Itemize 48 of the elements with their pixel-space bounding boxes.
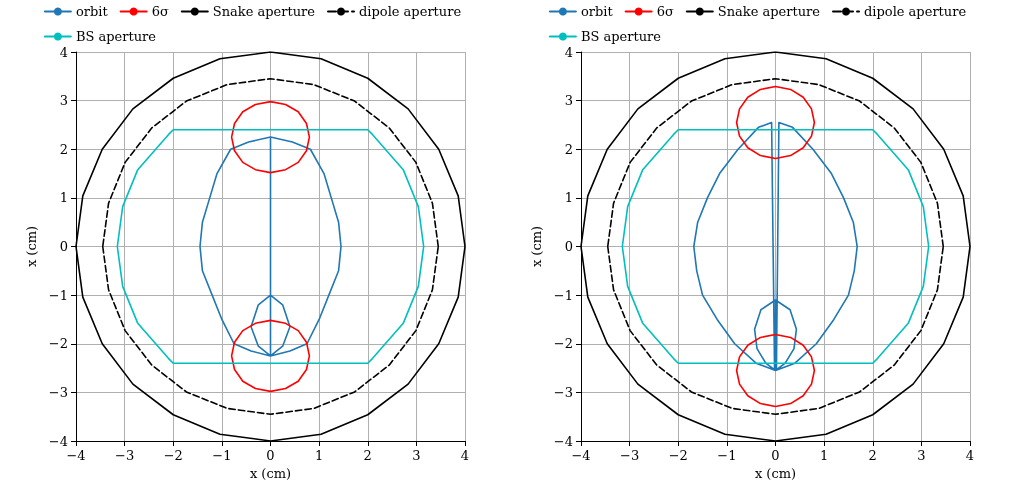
y-tick-label: 3 (59, 93, 68, 109)
y-axis-title: x (cm) (23, 225, 39, 268)
y-axis-title: x (cm) (528, 225, 544, 268)
legend-label: orbit (75, 4, 109, 19)
y-tick-label: 2 (564, 141, 573, 157)
x-tick-label: −2 (163, 448, 183, 463)
y-tick-label: 3 (564, 93, 573, 109)
x-tick-label: −1 (717, 448, 737, 463)
y-tick-label: −2 (48, 336, 68, 352)
x-tick-label: 1 (314, 448, 324, 463)
y-tick-label: −3 (48, 384, 68, 400)
y-tick-label: −4 (553, 433, 573, 449)
y-tick-label: −1 (553, 287, 573, 303)
legend-label: dipole aperture (359, 4, 462, 19)
x-tick-label: 2 (363, 448, 372, 463)
x-axis-title: x (cm) (249, 465, 292, 481)
y-tick-label: 1 (59, 190, 68, 206)
y-tick-label: 4 (59, 44, 68, 60)
y-tick-label: 2 (59, 141, 68, 157)
x-tick-label: 3 (917, 448, 926, 463)
x-tick-label: 3 (412, 448, 421, 463)
x-tick-label: 2 (868, 448, 877, 463)
legend-label: Snake aperture (717, 4, 821, 19)
x-tick-label: 1 (819, 448, 829, 463)
y-tick-label: −1 (48, 287, 68, 303)
y-tick-label: −3 (553, 384, 573, 400)
x-tick-label: −1 (212, 448, 232, 463)
legend-label: 6σ (656, 4, 674, 19)
y-tick-label: −4 (48, 433, 68, 449)
legend-label: Snake aperture (212, 4, 316, 19)
legend-label: BS aperture (580, 29, 662, 44)
x-axis-title: x (cm) (754, 465, 797, 481)
x-tick-label: 0 (266, 448, 275, 463)
x-tick-label: −3 (115, 448, 135, 463)
x-tick-label: 0 (771, 448, 780, 463)
x-tick-label: 4 (965, 448, 975, 463)
y-tick-label: 4 (564, 44, 573, 60)
x-tick-label: −3 (620, 448, 640, 463)
y-tick-label: 0 (564, 239, 573, 254)
legend-label: dipole aperture (864, 4, 967, 19)
x-tick-label: 4 (460, 448, 470, 463)
y-tick-label: 0 (59, 239, 68, 254)
legend-label: orbit (580, 4, 614, 19)
legend-label: 6σ (151, 4, 169, 19)
legend-label: BS aperture (75, 29, 157, 44)
y-tick-label: −2 (553, 336, 573, 352)
x-tick-label: −2 (668, 448, 688, 463)
y-tick-label: 1 (564, 190, 573, 206)
